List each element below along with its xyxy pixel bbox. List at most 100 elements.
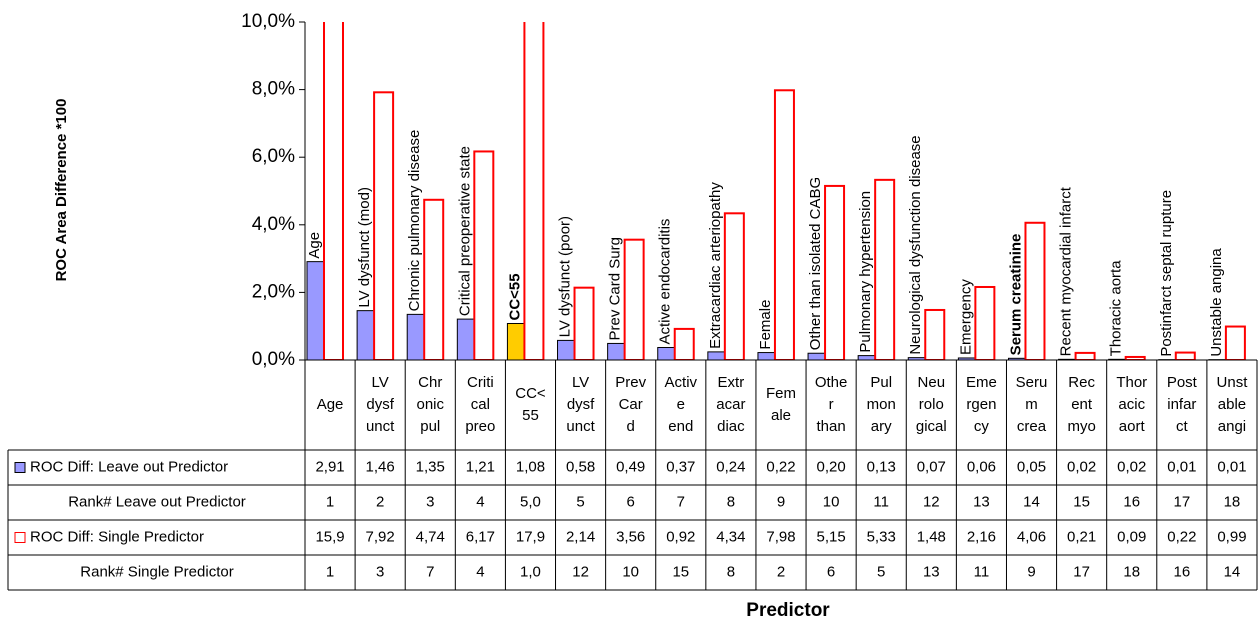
bar [306, 261, 325, 360]
bar [857, 355, 876, 360]
x-tick-label: acar [716, 396, 745, 413]
table-cell: 3,56 [616, 528, 645, 545]
legend-key [14, 462, 26, 473]
bar [506, 322, 525, 360]
table-cell: 2 [777, 563, 785, 580]
table-cell: 0,13 [867, 458, 896, 475]
table-cell: 0,49 [616, 458, 645, 475]
x-tick-label: m [1025, 396, 1038, 413]
x-tick-label: rgen [966, 396, 996, 413]
y-tick-label: 8,0% [252, 79, 295, 100]
bar-label: Postinfarct septal rupture [1158, 190, 1175, 357]
bar [323, 22, 344, 360]
legend-label: ROC Diff: Leave out Predictor [30, 458, 228, 475]
table-cell: 0,01 [1217, 458, 1246, 475]
table-cell: 2,14 [566, 528, 595, 545]
x-tick-label: unct [366, 418, 395, 435]
bar [673, 327, 695, 360]
table-cell: 16 [1123, 493, 1140, 510]
x-tick-label: Othe [815, 374, 848, 391]
x-tick-label: pul [420, 418, 440, 435]
x-tick-label: gical [916, 418, 947, 435]
x-tick-label: preo [465, 418, 495, 435]
bar-label: Unstable angina [1208, 248, 1225, 357]
table-cell: 2 [376, 493, 384, 510]
bars [306, 22, 1246, 360]
table-cell: 0,02 [1067, 458, 1096, 475]
x-tick-label: ent [1071, 396, 1093, 413]
bar-label: Neurological dysfunction disease [907, 135, 924, 354]
x-tick-label: cal [471, 396, 490, 413]
table-cell: 0,58 [566, 458, 595, 475]
x-tick-label: diac [717, 418, 745, 435]
table-cell: 15,9 [315, 528, 344, 545]
x-tick-label: acic [1118, 396, 1145, 413]
table-cell: 0,22 [766, 458, 795, 475]
table-cell: 0,02 [1117, 458, 1146, 475]
bar [1024, 221, 1046, 360]
table-cell: 5,0 [520, 493, 541, 510]
x-tick-label: aort [1119, 418, 1146, 435]
y-axis-label: ROC Area Difference *100 [53, 99, 70, 282]
bar-label: Pulmonary hypertension [857, 191, 874, 353]
bar [373, 91, 395, 360]
x-tick-label: e [677, 396, 685, 413]
bar [657, 346, 676, 360]
x-tick-label: Seru [1016, 374, 1048, 391]
table-cell: 15 [1073, 493, 1090, 510]
x-tick-label: Eme [966, 374, 997, 391]
table-cell: 0,07 [917, 458, 946, 475]
bar [807, 352, 826, 360]
y-tick-label: 10,0% [241, 11, 295, 32]
x-tick-label: Car [619, 396, 643, 413]
row-label: Rank# Single Predictor [80, 563, 233, 580]
table-cell: 13 [973, 493, 990, 510]
table-cell: 14 [1224, 563, 1241, 580]
legend-key [14, 532, 26, 543]
bar-label: Prev Card Surg [607, 237, 624, 340]
bar [874, 178, 896, 360]
x-tick-label: ale [771, 407, 791, 424]
bar [356, 310, 375, 360]
bar [824, 184, 846, 360]
table-cell: 1,0 [520, 563, 541, 580]
bar-label: Female [757, 300, 774, 350]
row-label: Rank# Leave out Predictor [68, 493, 246, 510]
bar-label: LV dysfunct (mod) [356, 187, 373, 308]
bar [406, 313, 425, 360]
table-cell: 4 [476, 563, 484, 580]
table-cell: 13 [923, 563, 940, 580]
table-cell: 7 [426, 563, 434, 580]
table-cell: 0,05 [1017, 458, 1046, 475]
y-tick-label: 0,0% [252, 349, 295, 370]
table-cell: 18 [1123, 563, 1140, 580]
x-tick-label: Neu [918, 374, 946, 391]
x-tick-label: able [1218, 396, 1246, 413]
x-tick-label: LV [372, 374, 389, 391]
x-tick-label: Activ [665, 374, 698, 391]
table-cell: 4,34 [716, 528, 745, 545]
x-tick-label: LV [572, 374, 589, 391]
bar [974, 285, 996, 360]
x-tick-label: end [668, 418, 693, 435]
table-cell: 7,98 [766, 528, 795, 545]
table-cell: 14 [1023, 493, 1040, 510]
table-cell: 1 [326, 563, 334, 580]
x-tick-label: d [627, 418, 635, 435]
x-tick-label: mon [867, 396, 896, 413]
bar [924, 308, 946, 360]
x-tick-label: Thor [1116, 374, 1147, 391]
x-tick-label: Fem [766, 385, 796, 402]
x-tick-label: Pul [870, 374, 892, 391]
bar [623, 238, 645, 360]
bar [557, 339, 576, 360]
table-cell: 2,91 [315, 458, 344, 475]
table-cell: 17 [1073, 563, 1090, 580]
table-cell: 4,06 [1017, 528, 1046, 545]
bar [757, 352, 776, 360]
y-tick-label: 2,0% [252, 281, 295, 302]
x-tick-label: unct [566, 418, 595, 435]
bar [707, 351, 726, 360]
table-cell: 0,09 [1117, 528, 1146, 545]
